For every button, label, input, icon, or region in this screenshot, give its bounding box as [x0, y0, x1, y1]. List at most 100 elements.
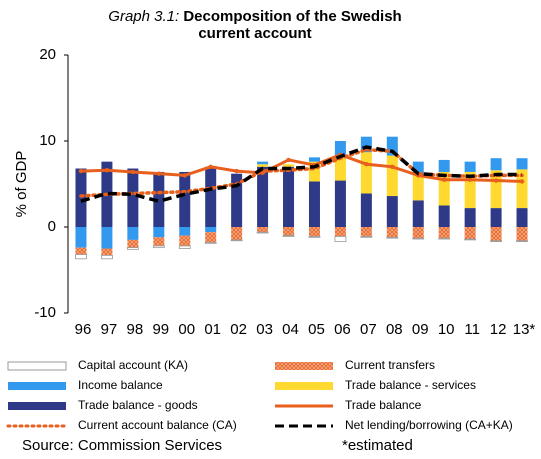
bar — [386, 236, 399, 239]
y-axis-label: % of GDP — [13, 151, 30, 218]
line-marker — [156, 171, 162, 176]
bar — [127, 227, 139, 240]
bar — [360, 193, 372, 227]
bar — [490, 240, 502, 243]
legend-label: Trade balance - goods — [78, 398, 198, 412]
legend-label: Trade balance - services — [345, 378, 476, 392]
bar — [283, 166, 295, 227]
bar — [464, 227, 476, 240]
bar — [153, 227, 165, 238]
x-tick-label: 96 — [75, 321, 92, 338]
bar — [412, 200, 424, 227]
x-tick-label: 97 — [101, 321, 118, 338]
legend-label: Current transfers — [345, 358, 435, 372]
line-marker — [234, 168, 239, 174]
bar — [179, 227, 191, 236]
bar — [386, 136, 398, 156]
bar — [153, 171, 165, 227]
bar — [464, 208, 476, 227]
legend-swatch — [8, 382, 66, 390]
bar — [412, 227, 424, 239]
legend-swatch — [275, 382, 333, 390]
x-tick-label: 08 — [386, 321, 403, 338]
bar — [438, 205, 450, 227]
x-tick-label: 01 — [204, 321, 221, 338]
bar — [101, 248, 113, 256]
bar — [308, 157, 320, 162]
bar — [178, 245, 191, 249]
bar — [334, 227, 346, 237]
bar — [256, 231, 269, 234]
bar — [230, 239, 243, 242]
legend-swatch — [275, 362, 333, 370]
bar — [257, 227, 269, 233]
line-marker — [467, 177, 473, 182]
bar — [412, 161, 424, 176]
bar — [153, 237, 165, 246]
bar — [127, 168, 139, 227]
bar — [283, 227, 295, 236]
line-marker — [182, 173, 187, 178]
bar — [308, 161, 320, 182]
line-series — [80, 153, 523, 183]
bar — [516, 227, 528, 241]
legend-label: Current account balance (CA) — [78, 418, 237, 432]
legend-label: Income balance — [78, 378, 163, 392]
bar — [205, 166, 217, 227]
bar — [308, 227, 320, 237]
bar — [205, 232, 217, 243]
bar — [490, 227, 502, 241]
line-marker — [208, 164, 213, 169]
bar — [464, 161, 476, 172]
bar — [282, 235, 295, 237]
bar — [386, 227, 398, 238]
line-marker — [286, 157, 291, 163]
x-tick-label: 10 — [438, 321, 455, 338]
bar — [464, 171, 476, 209]
legend-label: Net lending/borrowing (CA+KA) — [345, 418, 513, 432]
y-tick-label: 10 — [39, 132, 56, 149]
y-tick-label: -10 — [34, 304, 56, 321]
bar — [490, 170, 502, 209]
line-marker — [364, 162, 369, 167]
bar — [205, 227, 217, 233]
bar — [516, 208, 528, 227]
bar — [490, 158, 502, 171]
bar — [438, 237, 451, 240]
x-tick-label: 11 — [464, 321, 480, 338]
bar — [127, 239, 139, 248]
bar — [334, 236, 347, 243]
x-tick-label: 00 — [178, 321, 195, 338]
bar — [464, 238, 477, 241]
x-tick-label: 09 — [412, 321, 429, 338]
bar — [126, 247, 139, 250]
bar — [516, 240, 528, 243]
bar — [386, 196, 398, 227]
legend-label: Capital account (KA) — [78, 358, 188, 372]
x-tick-label: 12 — [490, 321, 507, 338]
legend-label: Trade balance — [345, 398, 422, 412]
title-prefix: Graph 3.1: — [108, 8, 180, 25]
bar — [101, 254, 113, 260]
bar — [360, 236, 373, 238]
line-series — [80, 145, 523, 204]
bar — [360, 152, 372, 194]
bar — [152, 245, 165, 249]
x-tick-label: 02 — [230, 321, 247, 338]
chart-title: Decomposition of the Swedish current acc… — [183, 8, 402, 42]
bar — [490, 208, 502, 227]
legend-swatch — [7, 361, 67, 371]
bar — [360, 227, 372, 237]
line-marker — [441, 177, 447, 182]
x-tick-label: 13* — [513, 321, 536, 338]
line-marker — [78, 168, 84, 174]
bar — [101, 227, 113, 249]
bar — [283, 164, 295, 167]
bar — [231, 173, 243, 227]
line-marker — [390, 164, 395, 169]
bar — [75, 227, 87, 248]
note: *estimated — [342, 437, 413, 454]
bar — [257, 161, 269, 165]
